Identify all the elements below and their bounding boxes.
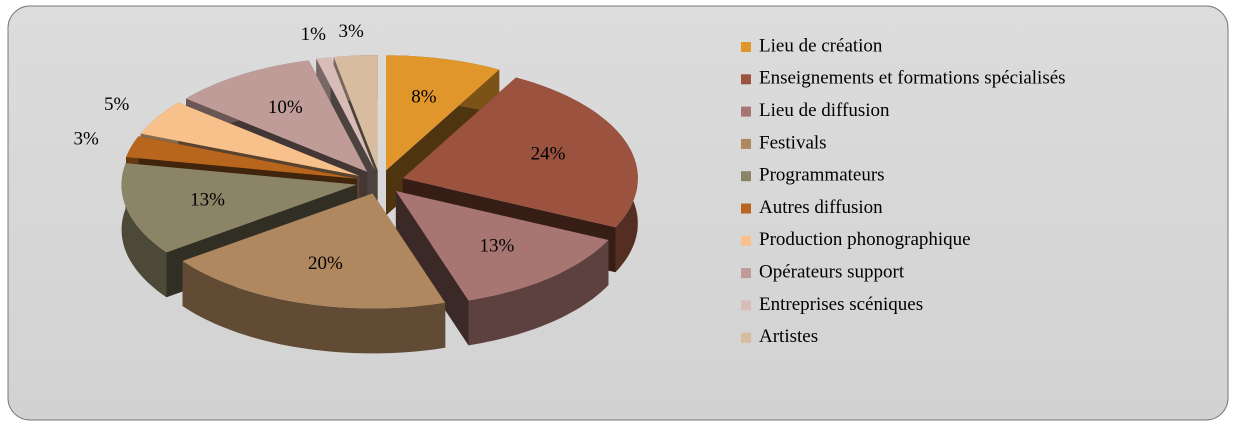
legend-swatch: [741, 332, 751, 343]
legend-label: Opérateurs support: [759, 261, 905, 282]
data-label: 8%: [411, 86, 437, 107]
legend-swatch: [741, 106, 751, 117]
legend-label: Artistes: [759, 326, 818, 347]
data-label: 13%: [479, 235, 514, 256]
data-label: 1%: [301, 24, 327, 45]
slice: [333, 55, 378, 171]
legend-swatch: [741, 300, 751, 311]
legend-label: Enseignements et formations spécialisés: [759, 68, 1066, 89]
data-label: 3%: [339, 21, 365, 42]
slice-edge: [468, 240, 609, 346]
data-label: 13%: [190, 189, 225, 210]
slice-side: [395, 191, 469, 346]
legend-label: Entreprises scéniques: [759, 294, 923, 315]
legend-label: Autres diffusion: [759, 197, 883, 218]
slice: [182, 193, 446, 309]
slice: [126, 136, 357, 179]
legend-swatch: [741, 42, 751, 52]
legend-swatch: [741, 203, 751, 214]
legend-swatch: [741, 171, 751, 182]
legend-label: Lieu de diffusion: [759, 100, 890, 121]
slice: [186, 60, 368, 172]
legend-label: Festivals: [759, 132, 827, 153]
data-label: 5%: [104, 94, 130, 115]
slice-edge: [182, 261, 446, 354]
legend-label: Production phonographique: [759, 229, 971, 250]
slice: [140, 102, 360, 176]
slice: [121, 163, 357, 253]
legend-swatch: [741, 74, 751, 85]
legend-label: Programmateurs: [759, 165, 885, 186]
slice: [402, 77, 638, 228]
legend-label: Lieu de création: [759, 35, 883, 56]
legend-swatch: [741, 235, 751, 246]
slice: [395, 191, 609, 301]
slice: [316, 57, 375, 171]
data-label: 10%: [268, 97, 303, 118]
data-label: 24%: [531, 144, 566, 165]
legend-swatch: [741, 268, 751, 279]
slice: [386, 55, 500, 171]
legend-swatch: [741, 138, 751, 149]
data-label: 20%: [308, 253, 343, 274]
slice-edge: [121, 163, 167, 298]
data-label: 3%: [73, 129, 99, 150]
